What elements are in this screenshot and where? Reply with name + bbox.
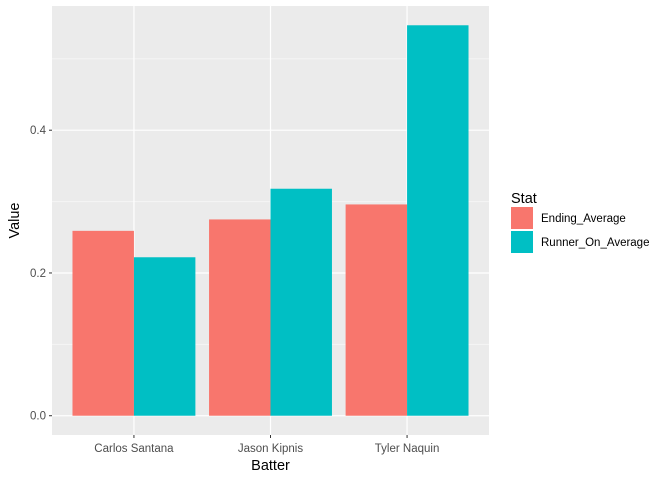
legend-key: [511, 231, 533, 253]
bars: [72, 25, 469, 416]
legend-label: Runner_On_Average: [541, 237, 649, 249]
bar-runner-on-average: [407, 25, 469, 416]
bar-ending-average: [72, 230, 134, 416]
bar-runner-on-average: [133, 257, 196, 416]
legend-label: Ending_Average: [541, 213, 626, 225]
legend: Stat Ending_Average Runner_On_Average: [511, 191, 649, 253]
y-tick-label: 0.2: [30, 268, 46, 280]
legend-key: [511, 207, 533, 229]
x-tick-label: Tyler Naquin: [375, 443, 440, 455]
legend-title: Stat: [511, 191, 537, 207]
x-tick-label: Carlos Santana: [94, 443, 174, 455]
y-tick-label: 0.0: [30, 411, 46, 423]
x-axis-title: Batter: [251, 458, 290, 474]
x-tick-label: Jason Kipnis: [238, 443, 303, 455]
bar-runner-on-average: [270, 188, 332, 416]
y-tick-label: 0.4: [30, 125, 47, 137]
x-axis: Carlos Santana Jason Kipnis Tyler Naquin: [94, 435, 439, 455]
y-axis-title: Value: [7, 202, 23, 238]
bar-ending-average: [345, 204, 408, 416]
bar-ending-average: [209, 219, 271, 416]
y-axis: 0.0 0.2 0.4: [30, 125, 52, 423]
